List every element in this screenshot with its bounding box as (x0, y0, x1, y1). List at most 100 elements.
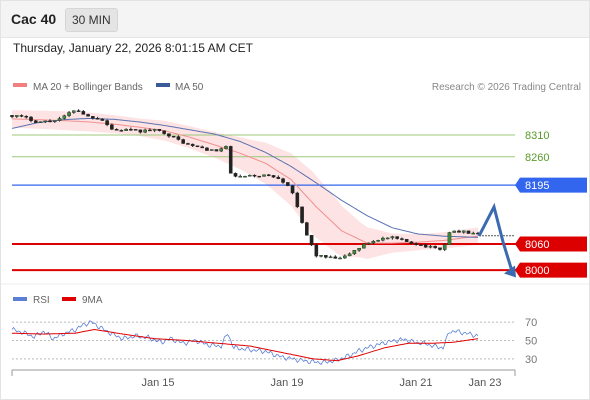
ma9-legend-label: 9MA (82, 295, 103, 306)
ma50-line (11, 117, 478, 238)
candle (124, 128, 128, 131)
candle (295, 191, 300, 209)
price-dot (497, 234, 499, 237)
candle (152, 128, 157, 133)
candle (219, 147, 224, 153)
candle (461, 230, 466, 234)
candle (366, 242, 371, 245)
candle (214, 149, 219, 152)
candle (76, 109, 81, 112)
candle (57, 116, 62, 122)
candle (409, 241, 414, 245)
x-axis-labels: Jan 15 Jan 19 Jan 21 Jan 23 (141, 377, 501, 389)
candle (262, 174, 266, 177)
candle (281, 177, 285, 184)
candle (24, 115, 29, 119)
candle (290, 185, 295, 195)
level-label-8260: 8260 (525, 152, 549, 164)
candle (381, 236, 385, 242)
candle (119, 129, 124, 132)
candle (395, 236, 399, 240)
timestamp: Thursday, January 22, 2026 8:01:15 AM CE… (13, 41, 253, 55)
candle (233, 172, 238, 178)
candle (404, 238, 409, 242)
candle (91, 116, 95, 120)
candle (314, 243, 319, 258)
bollinger-band (12, 110, 478, 259)
candle (181, 138, 185, 144)
candle (442, 243, 447, 252)
candle (62, 114, 67, 120)
candle (457, 229, 461, 233)
price-dot (509, 234, 511, 237)
moving-averages (11, 117, 479, 244)
candle (157, 128, 162, 132)
candle (138, 129, 143, 134)
candle (371, 240, 376, 245)
candle (300, 206, 304, 224)
rsi-grid: 70 50 30 (12, 317, 537, 366)
candle (133, 129, 138, 131)
candle (105, 119, 109, 127)
candle (110, 123, 114, 130)
candle (171, 135, 176, 138)
price-dot (494, 234, 496, 237)
candle (100, 118, 105, 121)
scenario-arrowhead (504, 265, 516, 278)
candle (438, 247, 442, 251)
level-badge-8000 (515, 262, 587, 278)
ma20-legend-label: MA 20 + Bollinger Bands (33, 82, 143, 93)
candle (328, 255, 333, 259)
candle (400, 237, 404, 241)
candle (95, 116, 100, 120)
price-dot (503, 234, 505, 237)
rsi-tick-label: 50 (525, 336, 537, 348)
price-dot (491, 234, 493, 237)
candle (205, 147, 209, 151)
candle (285, 182, 290, 187)
level-label-8060: 8060 (525, 239, 549, 251)
level-label-8310: 8310 (525, 130, 549, 142)
candle (419, 244, 423, 246)
candle (338, 256, 342, 260)
candle (162, 130, 166, 135)
candle (247, 174, 252, 177)
candle (167, 133, 171, 138)
candle (48, 119, 52, 123)
ma20-legend-swatch (13, 83, 27, 87)
candle (309, 235, 314, 247)
level-label-8195: 8195 (525, 180, 549, 192)
timeframe-button[interactable]: 30 MIN (65, 8, 118, 32)
instrument-title: Cac 40 (11, 11, 57, 27)
candle (243, 175, 247, 178)
candle (333, 255, 338, 259)
rsi-tick-label: 30 (525, 354, 537, 366)
candle (319, 255, 323, 258)
candle (19, 114, 24, 118)
copyright-text: Research © 2026 Trading Central (432, 82, 581, 93)
level-badge-8195 (515, 177, 587, 193)
candle (257, 175, 262, 178)
candle (305, 221, 309, 236)
candle (67, 111, 71, 118)
candle (362, 243, 366, 249)
ma50-legend-swatch (156, 83, 170, 87)
candle (238, 174, 243, 178)
candle (176, 135, 181, 141)
last-price-dots (479, 234, 514, 237)
price-dot (488, 234, 490, 237)
candle (200, 145, 205, 149)
ma20-line (11, 118, 479, 244)
candle (33, 119, 38, 123)
candle (447, 231, 452, 245)
x-tick-label: Jan 19 (270, 377, 303, 389)
level-labels: 8310 8260 8195 8060 8000 (515, 130, 587, 278)
candle (195, 145, 200, 148)
candle (38, 121, 43, 123)
candle (347, 252, 352, 257)
candle (357, 247, 361, 252)
candle (72, 110, 76, 114)
candle (390, 235, 395, 240)
x-tick-label: Jan 23 (468, 377, 501, 389)
